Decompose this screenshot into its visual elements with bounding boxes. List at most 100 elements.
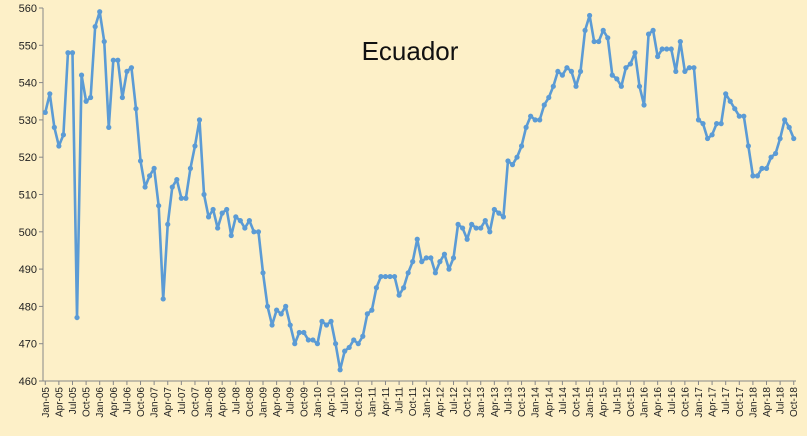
data-point [224,206,230,213]
data-point [732,106,738,112]
data-point [391,273,398,280]
data-point [56,143,62,149]
data-point [251,229,257,235]
data-point [332,341,339,347]
data-point [242,225,248,231]
data-point [704,135,711,142]
data-point [255,229,262,235]
data-point [378,273,384,280]
data-point [83,98,89,104]
x-tick-label: Jan-06 [95,387,106,418]
data-point [128,65,135,71]
data-point [559,72,565,78]
data-point [260,270,266,276]
data-point [65,50,71,56]
data-point [714,121,720,127]
data-point [754,173,761,179]
x-tick-label: Jul-05 [68,387,79,415]
data-point [573,83,579,89]
data-point [351,337,357,343]
data-point [410,259,416,265]
data-point [178,195,184,201]
x-tick-label: Oct-18 [789,387,800,417]
data-point [528,113,534,119]
x-tick-label: Apr-07 [163,387,174,417]
data-point [718,121,724,127]
data-point [437,259,443,265]
data-point [246,218,252,224]
data-point [645,31,652,37]
data-point [750,173,756,179]
data-point [373,285,380,291]
data-point [233,214,239,220]
data-point [401,285,407,291]
data-point [782,117,788,123]
data-point [301,329,307,336]
data-point [278,311,284,317]
data-point [78,72,85,78]
x-tick-label: Jul-13 [503,387,514,415]
data-point [695,117,702,123]
data-point [682,68,688,75]
data-point [274,307,280,313]
data-point [115,57,121,63]
x-tick-label: Apr-10 [327,387,338,417]
y-tick-label: 500 [19,227,37,239]
x-tick-label: Oct-12 [463,387,474,417]
x-tick-label: Apr-12 [435,387,446,417]
x-tick-label: Jul-18 [776,387,787,415]
data-point [119,94,125,101]
data-point [174,176,180,183]
data-point [196,117,203,123]
data-point [605,35,611,41]
y-tick-label: 490 [19,264,37,276]
x-tick-label: Oct-09 [299,387,310,417]
x-tick-label: Jul-12 [449,387,460,415]
x-tick-label: Jul-09 [286,387,297,415]
data-point [596,38,602,45]
data-point [146,173,153,179]
data-point [518,143,525,149]
x-tick-label: Apr-09 [272,387,283,417]
data-point [664,46,670,52]
x-tick-label: Jul-15 [612,387,623,415]
data-point [305,337,311,343]
data-point [609,72,615,78]
data-point [655,53,661,60]
y-tick-label: 540 [19,78,37,90]
data-point [74,314,80,321]
data-point [727,98,733,104]
x-tick-label: Oct-17 [735,387,746,417]
data-point [215,225,221,231]
x-tick-label: Jan-08 [204,387,215,418]
data-point [582,27,588,33]
x-tick-label: Apr-11 [381,387,392,417]
data-point [360,333,366,339]
data-point [700,121,706,127]
x-tick-label: Jul-08 [231,387,242,415]
data-point [169,184,175,190]
y-tick-label: 480 [19,301,37,313]
data-point [319,318,325,324]
data-point [88,94,94,101]
data-point [473,225,479,231]
data-point [741,113,747,119]
x-tick-label: Apr-08 [218,387,229,417]
data-point [618,83,624,89]
data-point [537,117,543,123]
x-tick-label: Oct-15 [626,387,637,417]
data-point [786,124,792,130]
data-point [441,251,448,257]
data-point [314,341,321,347]
data-point [165,221,171,227]
data-point [591,38,597,45]
data-point [133,106,139,112]
x-tick-label: Jul-17 [721,387,732,415]
data-point [192,143,198,149]
data-point [342,348,348,354]
data-point [668,46,674,52]
x-tick-label: Jan-13 [476,387,487,418]
data-point [623,65,629,71]
x-tick-label: Oct-05 [82,387,93,417]
data-point [237,218,243,224]
